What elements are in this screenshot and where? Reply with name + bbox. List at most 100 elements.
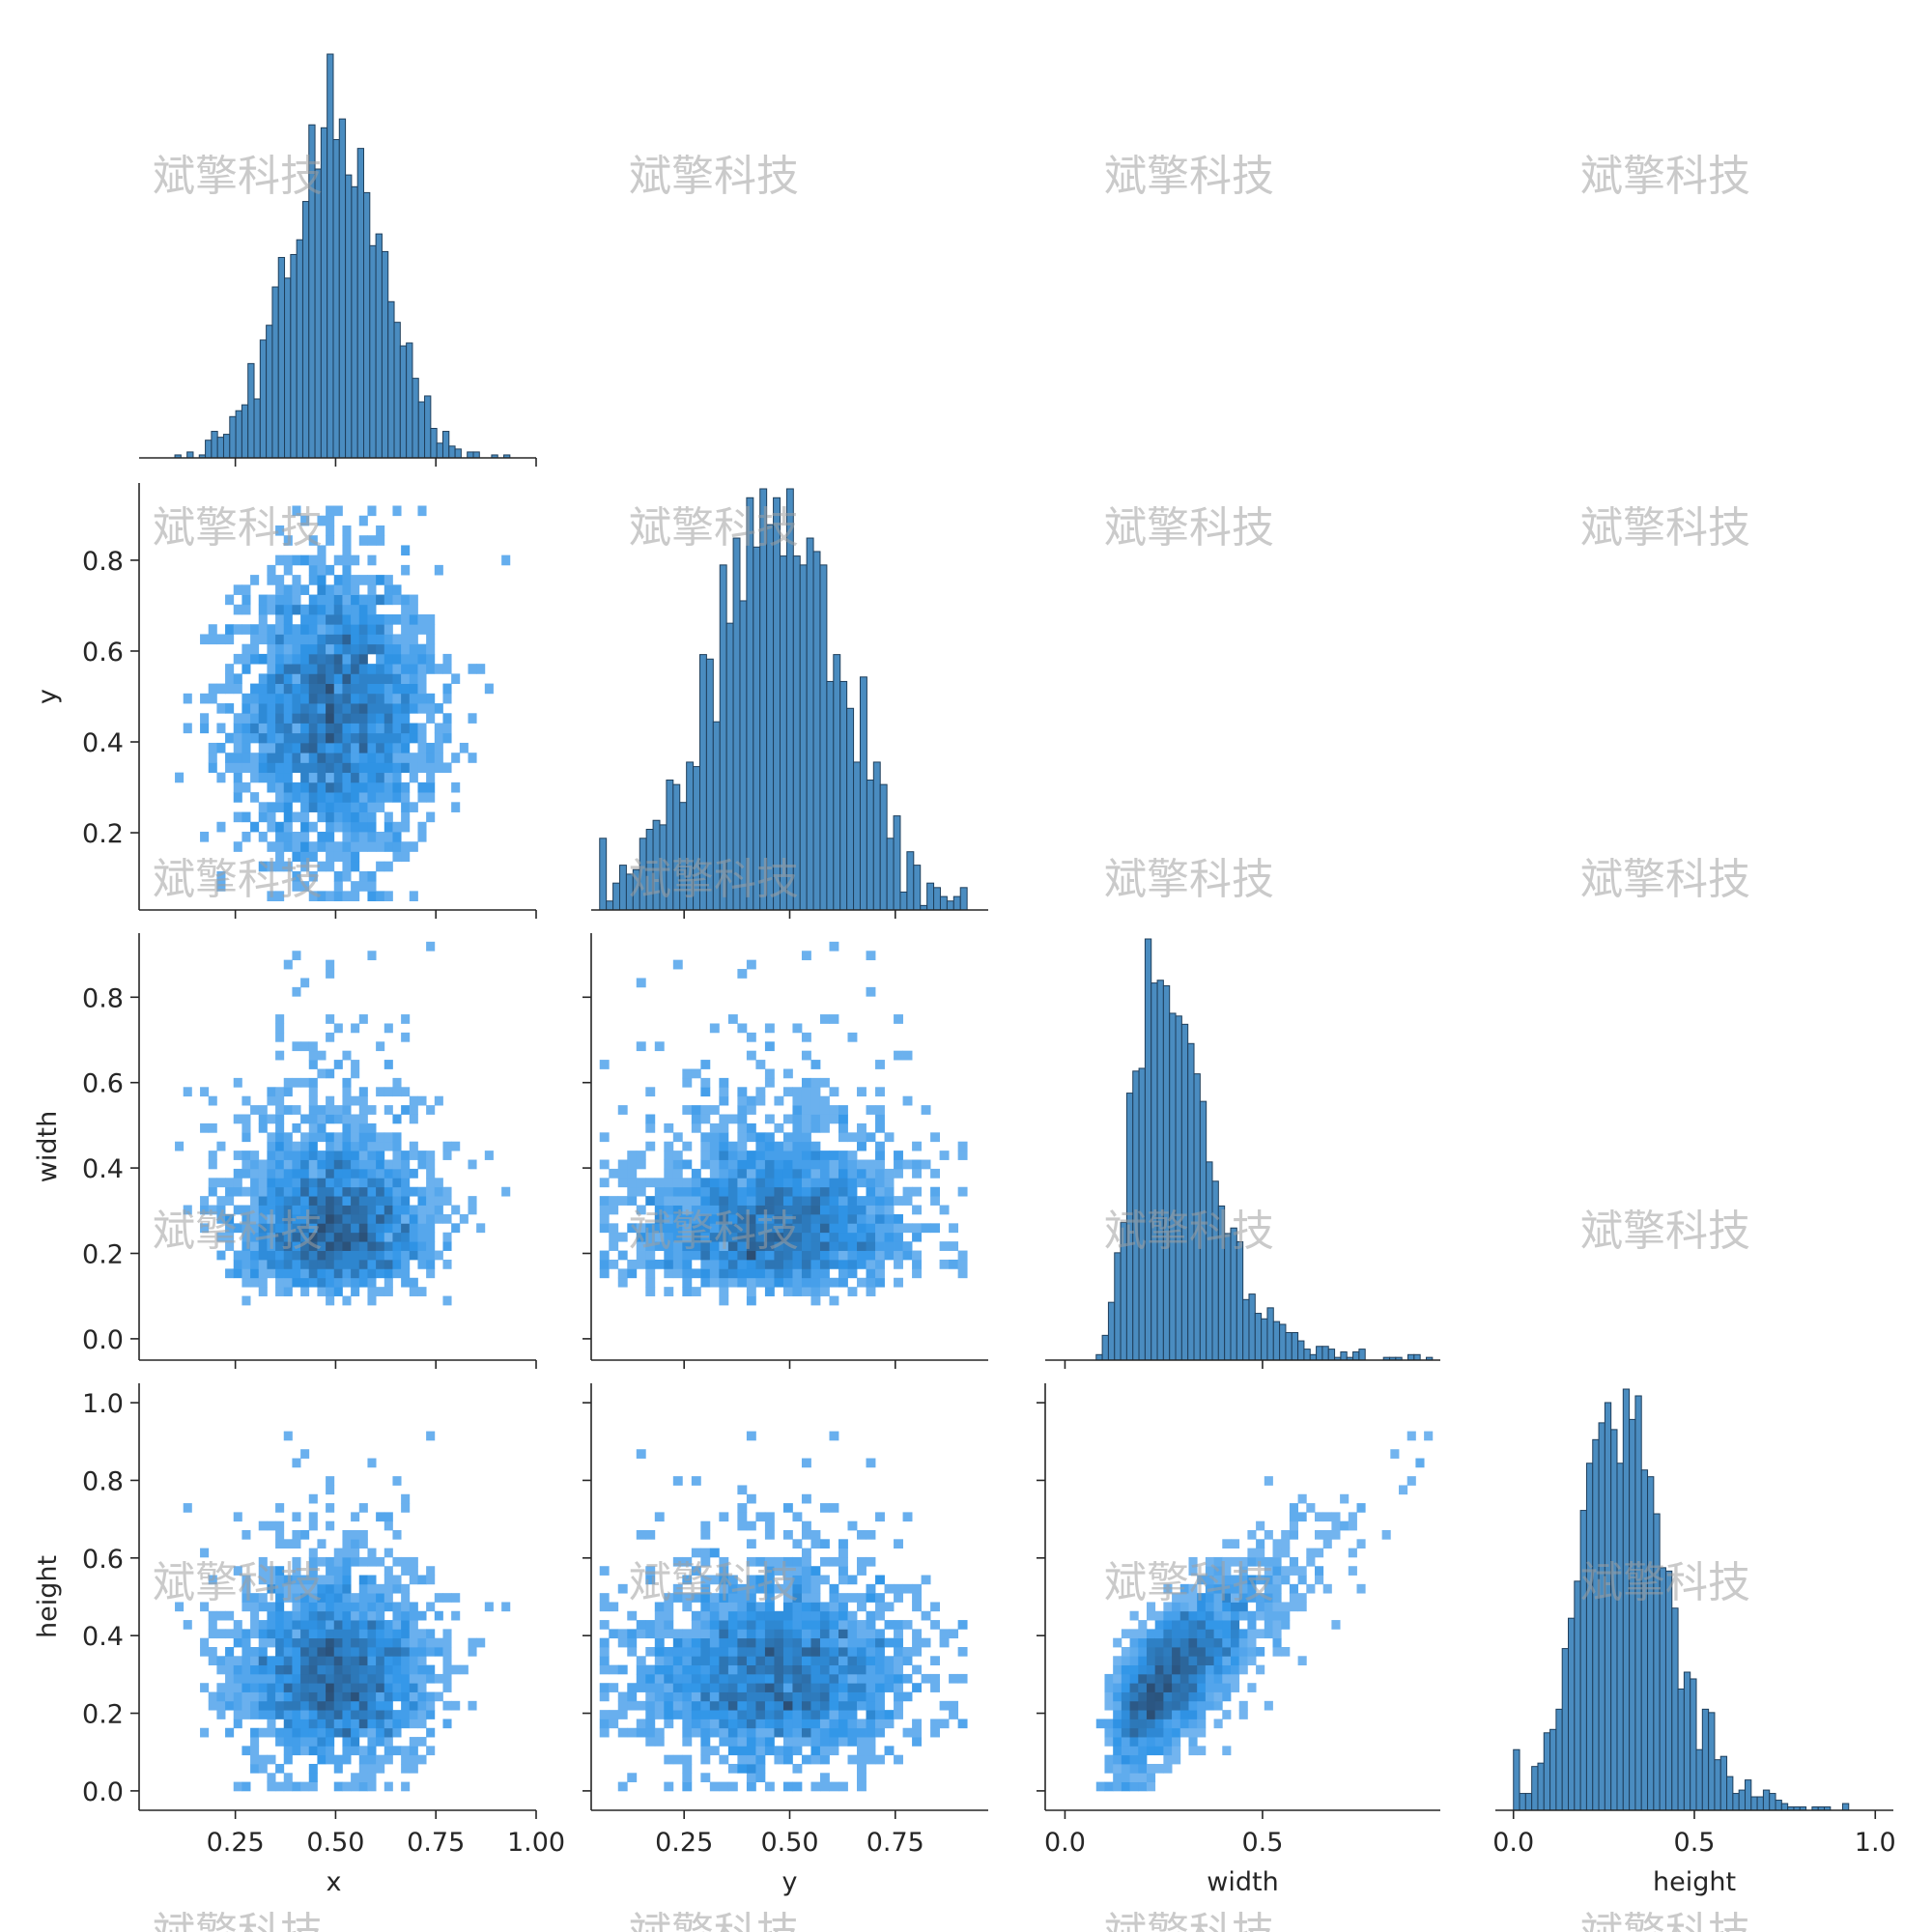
heatmap-cell (401, 604, 411, 615)
watermark-text: 斌擎科技 (629, 855, 799, 904)
histogram-bar (314, 168, 322, 459)
heatmap-cell (292, 986, 301, 997)
heatmap-cell (636, 1223, 646, 1234)
heatmap-cell (792, 1095, 803, 1106)
heatmap-cell (250, 1205, 260, 1215)
heatmap-cell (275, 1186, 285, 1197)
heatmap-cell (884, 1213, 895, 1224)
histogram-bar (1543, 1732, 1551, 1811)
heatmap-cell (912, 1223, 922, 1234)
heatmap-cell (442, 762, 452, 774)
heatmap-cell (737, 1763, 748, 1774)
heatmap-cell (682, 1683, 693, 1692)
heatmap-cell (764, 1620, 775, 1630)
heatmap-cell (782, 1727, 793, 1738)
heatmap-cell (1256, 1602, 1265, 1612)
heatmap-cell (810, 1700, 821, 1711)
heatmap-cell (719, 1593, 729, 1603)
heatmap-cell (275, 1205, 285, 1215)
heatmap-cell (242, 723, 251, 734)
heatmap-cell (242, 1575, 251, 1585)
heatmap-cell (609, 1223, 619, 1234)
heatmap-cell (358, 1250, 368, 1261)
heatmap-cell (267, 594, 276, 606)
heatmap-cell (358, 832, 368, 842)
heatmap-cell (451, 1141, 461, 1151)
heatmap-cell (709, 1629, 720, 1639)
heatmap-cell (755, 1087, 766, 1097)
heatmap-cell (250, 1683, 260, 1692)
heatmap-cell (792, 1023, 803, 1034)
heatmap-cell (737, 1259, 748, 1269)
heatmap-cell (358, 811, 368, 823)
heatmap-cell (819, 1683, 830, 1692)
histogram-bar (773, 497, 781, 911)
heatmap-cell (654, 1213, 665, 1224)
heatmap-cell (308, 1178, 318, 1188)
histogram-bar (235, 410, 242, 459)
heatmap-cell (682, 1287, 693, 1296)
heatmap-cell (501, 1186, 511, 1197)
heatmap-cell (250, 723, 260, 734)
heatmap-cell (342, 1232, 352, 1242)
heatmap-cell (283, 703, 293, 714)
heatmap-cell (434, 1610, 443, 1621)
heatmap-cell (367, 1556, 377, 1567)
heatmap-cell (700, 1205, 711, 1215)
heatmap-cell (409, 1287, 418, 1296)
heatmap-cell (401, 1556, 411, 1567)
heatmap-cell (1256, 1610, 1265, 1621)
heatmap-cell (1281, 1602, 1291, 1612)
heatmap-cell (609, 1241, 619, 1251)
heatmap-cell (875, 1186, 885, 1197)
heatmap-cell (645, 1196, 656, 1206)
heatmap-cell (764, 1746, 775, 1756)
histogram-bar (1568, 1617, 1576, 1811)
heatmap-cell (476, 1223, 486, 1234)
heatmap-cell (267, 664, 276, 674)
heatmap-cell (792, 1700, 803, 1711)
heatmap-cell (300, 693, 310, 704)
heatmap-cell (746, 1520, 756, 1531)
heatmap-cell (599, 1710, 610, 1719)
heatmap-cell (847, 1656, 858, 1666)
heatmap-cell (358, 1620, 368, 1630)
heatmap-cell (300, 683, 310, 695)
heatmap-cell (476, 664, 486, 674)
histogram-bar (1303, 1349, 1311, 1361)
heatmap-cell (258, 832, 268, 842)
heatmap-cell (727, 1781, 738, 1792)
heatmap-cell (866, 1287, 876, 1296)
heatmap-cell (401, 1646, 411, 1657)
heatmap-cell (384, 1520, 393, 1531)
heatmap-cell (384, 614, 393, 625)
heatmap-cell (1121, 1710, 1130, 1719)
heatmap-cell (333, 1213, 343, 1224)
heatmap-cell (326, 505, 335, 517)
heatmap-cell (774, 1141, 784, 1151)
heatmap-cell (755, 1754, 766, 1765)
heatmap-cell (654, 1620, 665, 1630)
heatmap-cell (847, 1629, 858, 1639)
heatmap-cell (434, 664, 443, 674)
heatmap-cell (1222, 1629, 1232, 1639)
heatmap-cell (1163, 1637, 1173, 1648)
heatmap-cell (225, 1241, 235, 1251)
heatmap-cell (392, 584, 402, 595)
heatmap-cell (709, 1610, 720, 1621)
heatmap-cell (709, 1700, 720, 1711)
x-axis-label-x: x (327, 1867, 342, 1897)
heatmap-cell (300, 1593, 310, 1603)
heatmap-cell (267, 575, 276, 585)
heatmap-cell (1172, 1683, 1181, 1692)
histogram-bar (424, 395, 432, 459)
heatmap-cell (1172, 1637, 1181, 1648)
histogram-bar (1327, 1349, 1336, 1361)
heatmap-cell (1264, 1566, 1273, 1576)
heatmap-cell (709, 1232, 720, 1242)
heatmap-cell (292, 742, 301, 753)
heatmap-cell (1138, 1719, 1148, 1729)
heatmap-cell (267, 1664, 276, 1675)
heatmap-cell (358, 624, 368, 635)
heatmap-cell (358, 1773, 368, 1783)
